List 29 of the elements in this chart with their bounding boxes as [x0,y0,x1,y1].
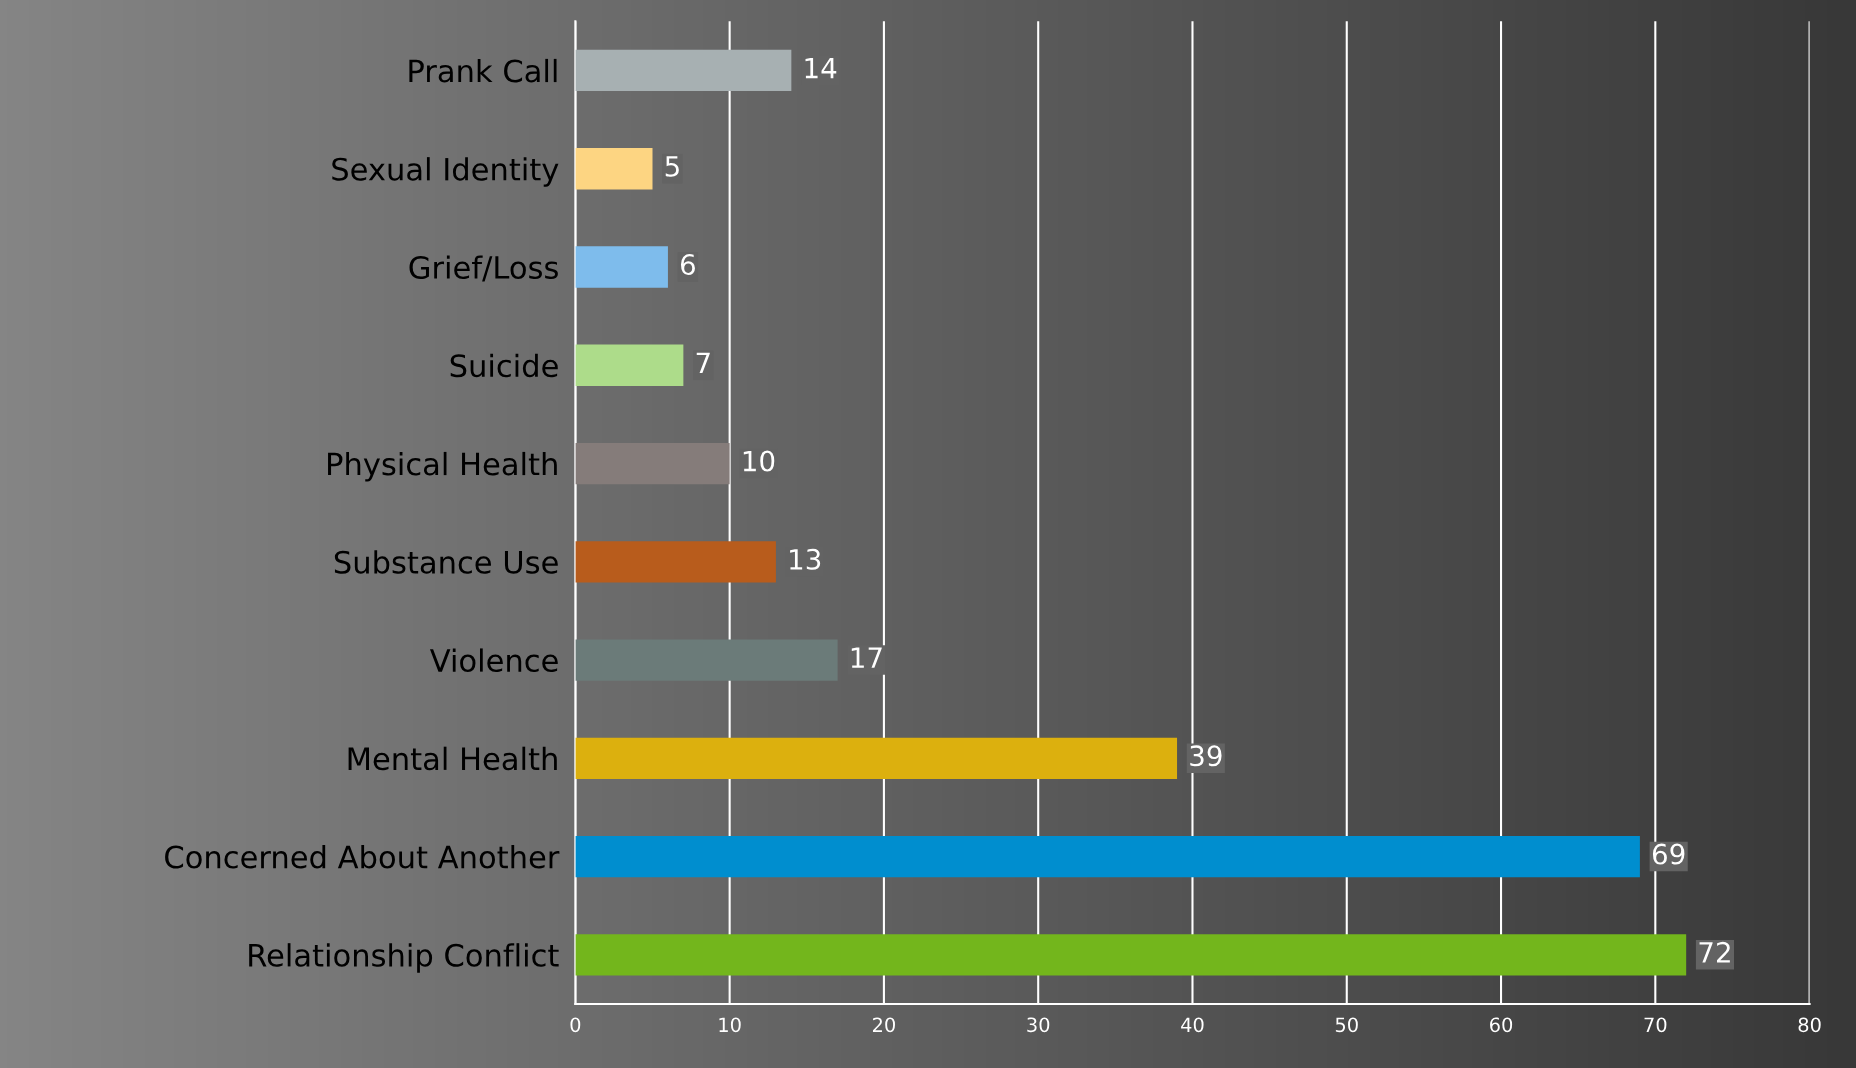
data-label: 14 [805,57,837,79]
y-tick-label: Mental Health [348,746,557,771]
y-tick-label: Violence [429,648,558,673]
data-label: 5 [665,156,679,177]
y-tick-label: Prank Call [409,58,557,83]
x-tick-label: 50 [1335,1017,1358,1033]
y-tick-label: Grief/Loss [409,255,558,282]
x-tick-label: 10 [719,1017,741,1033]
y-tick-label: Suicide [450,353,558,378]
data-label: 10 [743,450,775,472]
x-tick-label: 0 [570,1017,581,1033]
y-tick-label: Physical Health [328,451,557,482]
x-tick-label: 80 [1798,1017,1821,1033]
data-label: 17 [851,647,882,668]
x-tick-label: 60 [1490,1017,1513,1033]
data-label: 7 [696,352,710,373]
x-tick-label: 30 [1027,1017,1050,1033]
x-tick-label: 20 [872,1017,895,1033]
data-label: 6 [680,254,695,276]
data-label: 13 [790,548,821,570]
y-tick-label: Relationship Conflict [249,943,559,973]
data-label: 72 [1699,941,1730,963]
y-tick-label: Concerned About Another [165,844,560,869]
data-label: 39 [1190,745,1222,767]
y-tick-label: Sexual Identity [332,157,559,187]
y-tick-label: Substance Use [334,550,558,574]
x-tick-label: 70 [1644,1017,1667,1033]
x-tick-label: 40 [1181,1017,1204,1033]
data-label: 69 [1652,843,1685,865]
